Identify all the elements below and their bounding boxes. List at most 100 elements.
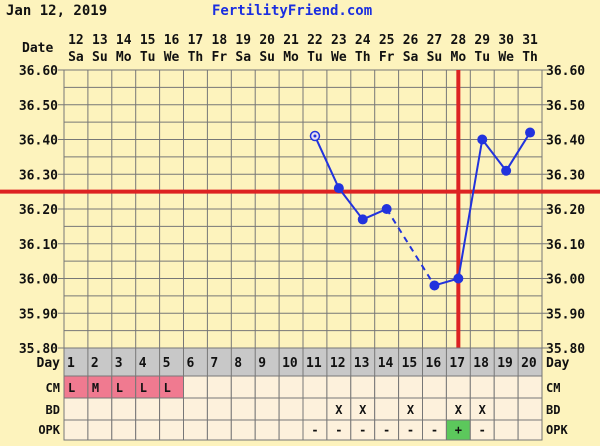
day-tick: 8 bbox=[234, 356, 242, 371]
cell-bd bbox=[422, 397, 447, 421]
date-tick: 23 bbox=[331, 33, 347, 48]
weekday-tick: Th bbox=[522, 50, 538, 65]
cell-value-bd: X bbox=[407, 403, 415, 417]
weekday-tick: Su bbox=[259, 50, 275, 65]
cell-value-opk: - bbox=[359, 423, 366, 437]
y-tick-left: 36.20 bbox=[19, 203, 58, 218]
weekday-tick: Tu bbox=[307, 50, 323, 65]
day-tick: 15 bbox=[402, 356, 418, 371]
date-tick: 27 bbox=[427, 33, 443, 48]
cell-value-opk: - bbox=[383, 423, 390, 437]
weekday-tick: We bbox=[331, 50, 347, 65]
date-tick: 31 bbox=[522, 33, 538, 48]
weekday-tick: Sa bbox=[235, 50, 251, 65]
y-tick-right: 36.10 bbox=[546, 238, 585, 253]
cell-value-opk: - bbox=[407, 423, 414, 437]
cell-cm bbox=[183, 375, 208, 399]
site-link[interactable]: FertilityFriend.com bbox=[212, 3, 372, 19]
cell-value-opk: - bbox=[479, 423, 486, 437]
cell-value-bd: X bbox=[335, 403, 343, 417]
y-tick-left: 36.40 bbox=[19, 134, 58, 149]
day-tick: 18 bbox=[473, 356, 489, 371]
y-tick-left: 36.00 bbox=[19, 273, 58, 288]
weekday-tick: Fr bbox=[379, 50, 395, 65]
cell-value-bd: X bbox=[359, 403, 367, 417]
temp-point bbox=[429, 280, 440, 291]
day-tick: 6 bbox=[187, 356, 195, 371]
weekday-tick: Th bbox=[188, 50, 204, 65]
y-tick-left: 35.90 bbox=[19, 307, 58, 322]
day-tick: 7 bbox=[210, 356, 218, 371]
day-tick: 16 bbox=[426, 356, 442, 371]
cell-value-opk: + bbox=[455, 423, 462, 437]
cell-cm bbox=[445, 375, 471, 399]
day-tick: 14 bbox=[378, 356, 394, 371]
date-tick: 20 bbox=[259, 33, 275, 48]
cell-bd bbox=[374, 397, 400, 421]
cell-opk bbox=[63, 419, 89, 441]
weekday-tick: Mo bbox=[116, 50, 132, 65]
cell-cm bbox=[302, 375, 328, 399]
day-tick: 17 bbox=[449, 356, 465, 371]
cell-opk bbox=[135, 419, 161, 441]
y-tick-left: 36.50 bbox=[19, 99, 58, 114]
weekday-tick: Sa bbox=[68, 50, 84, 65]
date-tick: 13 bbox=[92, 33, 108, 48]
weekday-tick: Mo bbox=[283, 50, 299, 65]
cell-opk bbox=[278, 419, 304, 441]
cell-value-opk: - bbox=[335, 423, 342, 437]
weekday-tick: Su bbox=[92, 50, 108, 65]
cell-opk bbox=[230, 419, 256, 441]
cell-bd bbox=[111, 397, 137, 421]
y-tick-right: 35.90 bbox=[546, 307, 585, 322]
cell-opk bbox=[87, 419, 113, 441]
date-tick: 14 bbox=[116, 33, 132, 48]
temp-segment bbox=[338, 187, 364, 221]
cell-opk bbox=[517, 419, 543, 441]
day-tick: 12 bbox=[330, 356, 346, 371]
temp-point bbox=[381, 204, 392, 214]
cell-value-cm: L bbox=[164, 381, 171, 395]
y-tick-right: 36.00 bbox=[546, 273, 585, 288]
row-label-right-cm: CM bbox=[546, 381, 560, 395]
day-tick: 20 bbox=[521, 356, 537, 371]
cell-value-cm: L bbox=[116, 381, 123, 395]
temp-segment bbox=[457, 139, 484, 279]
temp-point-open-center bbox=[313, 134, 317, 138]
date-tick: 15 bbox=[140, 33, 156, 48]
y-tick-left: 36.30 bbox=[19, 168, 58, 183]
temp-segment bbox=[505, 132, 531, 172]
row-label-cm: CM bbox=[46, 381, 60, 395]
y-tick-right: 36.50 bbox=[546, 99, 585, 114]
cell-opk bbox=[183, 419, 208, 441]
cell-value-bd: X bbox=[479, 403, 487, 417]
day-tick: 4 bbox=[139, 356, 147, 371]
y-tick-right: 36.40 bbox=[546, 134, 585, 149]
weekday-tick: We bbox=[498, 50, 514, 65]
weekday-tick: Mo bbox=[451, 50, 467, 65]
date-tick: 25 bbox=[379, 33, 395, 48]
date-tick: 21 bbox=[283, 33, 299, 48]
cell-cm bbox=[398, 375, 424, 399]
cell-opk bbox=[254, 419, 280, 441]
row-label-opk: OPK bbox=[38, 423, 60, 437]
date-label: Date bbox=[22, 41, 53, 56]
cell-cm bbox=[469, 375, 495, 399]
date-tick: 12 bbox=[68, 33, 84, 48]
cell-cm bbox=[326, 375, 352, 399]
cell-value-opk: - bbox=[431, 423, 438, 437]
cell-cm bbox=[517, 375, 543, 399]
date-tick: 22 bbox=[307, 33, 323, 48]
cell-bd bbox=[159, 397, 185, 421]
temp-segment bbox=[314, 135, 340, 189]
weekday-tick: Th bbox=[355, 50, 371, 65]
y-tick-right: 35.80 bbox=[546, 342, 585, 357]
chart-date: Jan 12, 2019 bbox=[6, 3, 107, 19]
temp-point bbox=[525, 127, 536, 138]
row-label-bd: BD bbox=[46, 403, 60, 417]
weekday-tick: We bbox=[164, 50, 180, 65]
date-tick: 17 bbox=[188, 33, 204, 48]
cell-opk bbox=[159, 419, 185, 441]
cell-bd bbox=[206, 397, 232, 421]
